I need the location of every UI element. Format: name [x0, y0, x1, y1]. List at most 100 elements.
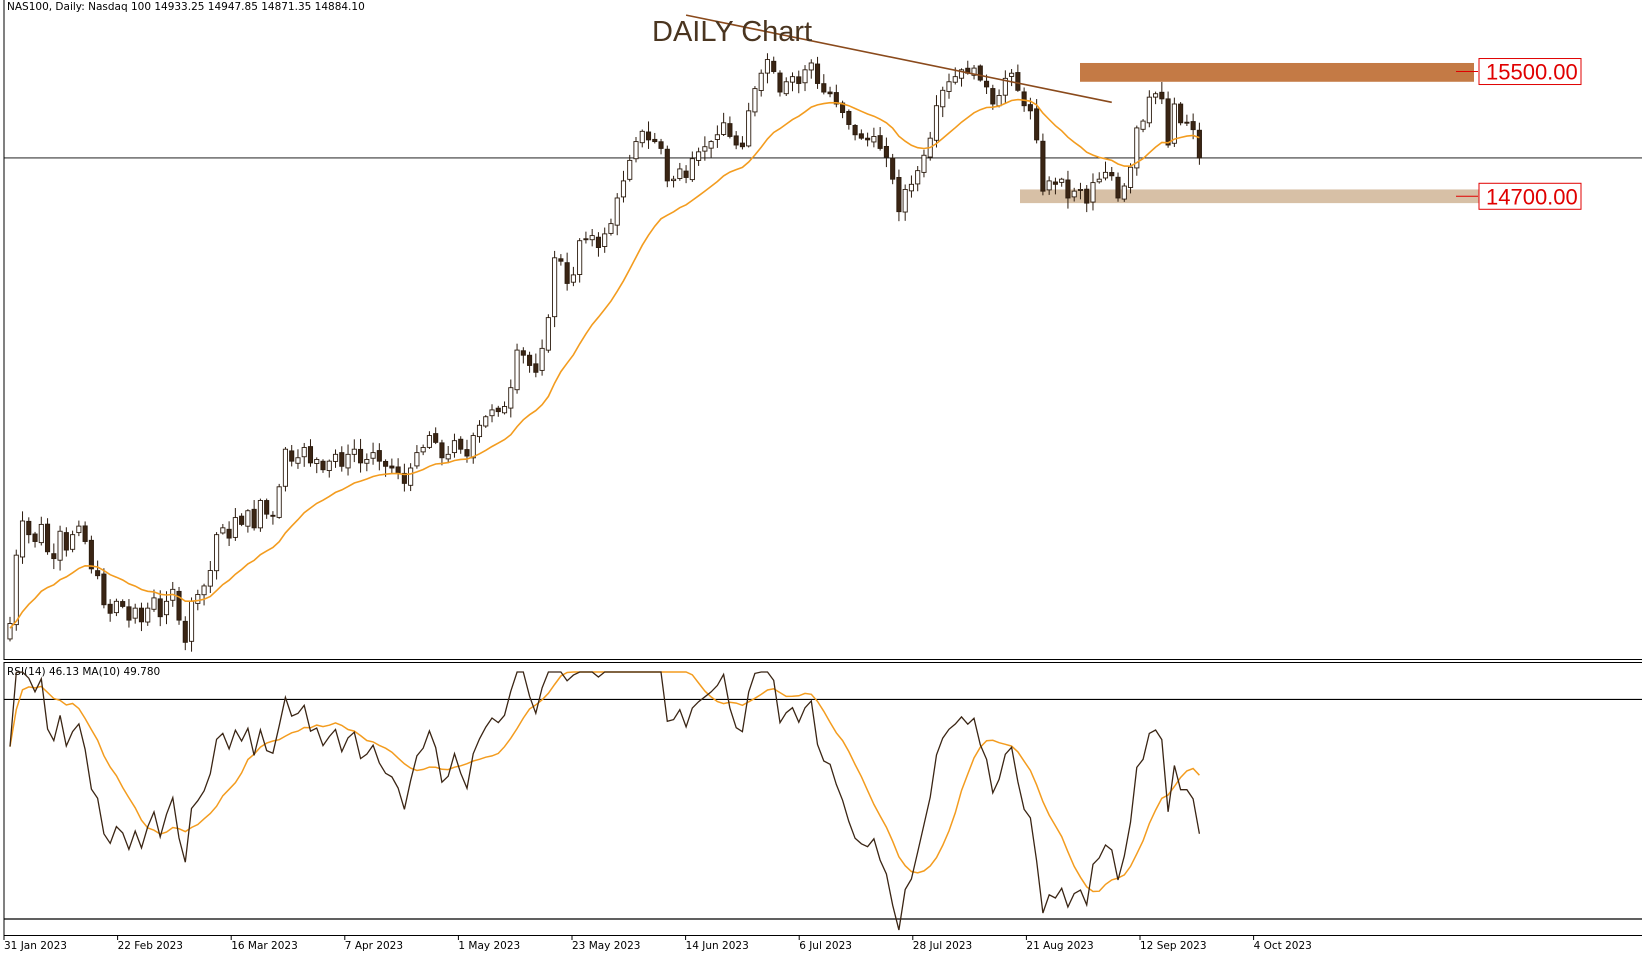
- candle: [282, 447, 288, 492]
- candle: [470, 432, 476, 464]
- candle-body: [539, 347, 545, 371]
- candle: [476, 420, 483, 443]
- candle: [583, 231, 589, 244]
- candle: [358, 438, 364, 473]
- candle: [558, 254, 564, 266]
- candle-body: [70, 534, 76, 550]
- candle-body: [7, 623, 13, 640]
- candle: [877, 127, 883, 151]
- candle-body: [364, 459, 370, 464]
- candle: [239, 513, 245, 527]
- candle-body: [821, 83, 827, 93]
- candle: [933, 95, 940, 148]
- candle-body: [489, 409, 495, 417]
- candle-body: [721, 122, 727, 135]
- candle-body: [414, 452, 420, 467]
- candle-body: [188, 600, 195, 642]
- candle-body: [239, 515, 245, 525]
- candle-body: [883, 145, 889, 158]
- candle-body: [95, 570, 101, 577]
- candle-body: [451, 440, 458, 454]
- candle-body: [1127, 166, 1134, 188]
- candle: [126, 599, 132, 628]
- candle: [552, 250, 558, 328]
- candle: [1034, 99, 1040, 144]
- candle: [564, 252, 570, 291]
- candle: [589, 228, 595, 247]
- candle-body: [1052, 181, 1058, 185]
- candle: [508, 379, 514, 418]
- resistance-level-box: [1478, 58, 1582, 86]
- candle-body: [890, 157, 896, 180]
- candle-body: [439, 442, 445, 459]
- candle-body: [301, 447, 307, 458]
- candle-body: [1065, 179, 1071, 199]
- candle: [702, 136, 708, 161]
- candle-body: [902, 188, 908, 213]
- candle-body: [120, 601, 126, 607]
- candle: [226, 521, 232, 547]
- candle-body: [940, 89, 946, 108]
- candle-body: [1027, 104, 1033, 112]
- candle: [527, 351, 533, 373]
- candle: [332, 449, 339, 468]
- candle-body: [627, 159, 633, 180]
- x-tick-label: 22 Feb 2023: [118, 940, 183, 952]
- rsi-label: RSI(14) 46.13 MA(10) 49.780: [7, 666, 160, 678]
- candle: [1184, 114, 1190, 126]
- x-tick-label: 16 Mar 2023: [231, 940, 298, 952]
- x-tick-label: 4 Oct 2023: [1254, 940, 1312, 952]
- candle: [808, 59, 814, 79]
- candle: [890, 153, 896, 185]
- rsi-line: [9, 671, 1201, 931]
- candle-body: [971, 67, 977, 76]
- candle-body: [314, 459, 320, 464]
- candle-body: [214, 534, 220, 572]
- candle-body: [251, 508, 257, 529]
- candle-body: [383, 460, 389, 467]
- candle: [301, 442, 307, 467]
- candle-body: [51, 553, 57, 560]
- candle-body: [1015, 72, 1021, 91]
- candle-body: [583, 238, 589, 241]
- candle: [182, 616, 188, 651]
- candle: [107, 599, 113, 622]
- candle: [201, 583, 207, 606]
- candle-body: [307, 446, 314, 464]
- candle-body: [245, 510, 251, 527]
- x-tick-label: 21 Aug 2023: [1026, 940, 1093, 952]
- candle: [595, 232, 601, 257]
- candle: [1165, 91, 1171, 148]
- candle: [364, 453, 370, 472]
- candle: [57, 525, 63, 571]
- candle-body: [777, 72, 783, 93]
- candle: [539, 339, 545, 376]
- candle-body: [1077, 188, 1084, 191]
- resistance-zone: [1080, 62, 1474, 82]
- candle-body: [595, 236, 601, 249]
- candle: [1159, 81, 1165, 105]
- candle-body: [1153, 93, 1159, 98]
- candle: [689, 151, 695, 182]
- candle-body: [132, 607, 138, 619]
- candle: [132, 603, 138, 624]
- candle: [13, 549, 19, 631]
- rsi-panel: RSI(14) 46.13 MA(10) 49.780: [3, 662, 1642, 936]
- candle-body: [696, 151, 702, 161]
- candle: [858, 129, 864, 140]
- candle: [902, 184, 908, 221]
- candle: [764, 53, 771, 84]
- candle-body: [558, 258, 564, 262]
- candle: [408, 463, 414, 492]
- candle: [852, 124, 858, 141]
- candle: [157, 590, 163, 627]
- candle-body: [658, 141, 664, 149]
- candle: [295, 449, 301, 469]
- candle: [814, 56, 821, 89]
- candle-body: [126, 606, 132, 621]
- candle-body: [295, 457, 301, 464]
- candle: [652, 132, 658, 144]
- candle: [1065, 170, 1071, 209]
- support-level-box: [1478, 182, 1582, 210]
- x-tick-label: 23 May 2023: [572, 940, 640, 952]
